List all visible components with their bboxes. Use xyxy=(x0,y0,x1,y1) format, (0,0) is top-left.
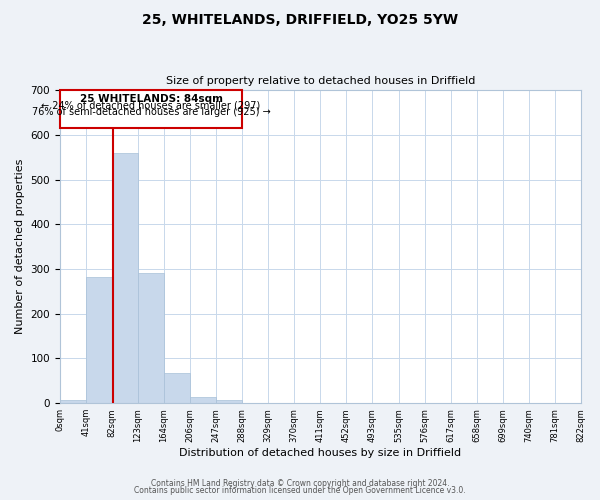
Text: 25, WHITELANDS, DRIFFIELD, YO25 5YW: 25, WHITELANDS, DRIFFIELD, YO25 5YW xyxy=(142,12,458,26)
Bar xyxy=(60,400,86,403)
Bar xyxy=(190,398,217,403)
Bar xyxy=(217,400,242,403)
X-axis label: Distribution of detached houses by size in Driffield: Distribution of detached houses by size … xyxy=(179,448,461,458)
Text: 76% of semi-detached houses are larger (925) →: 76% of semi-detached houses are larger (… xyxy=(32,107,271,117)
Text: ← 24% of detached houses are smaller (297): ← 24% of detached houses are smaller (29… xyxy=(41,100,261,110)
Bar xyxy=(164,373,190,403)
Text: 25 WHITELANDS: 84sqm: 25 WHITELANDS: 84sqm xyxy=(80,94,223,104)
FancyBboxPatch shape xyxy=(60,90,242,128)
Text: Contains public sector information licensed under the Open Government Licence v3: Contains public sector information licen… xyxy=(134,486,466,495)
Bar xyxy=(86,276,112,403)
Bar xyxy=(138,272,164,403)
Y-axis label: Number of detached properties: Number of detached properties xyxy=(15,159,25,334)
Text: Contains HM Land Registry data © Crown copyright and database right 2024.: Contains HM Land Registry data © Crown c… xyxy=(151,478,449,488)
Title: Size of property relative to detached houses in Driffield: Size of property relative to detached ho… xyxy=(166,76,475,86)
Bar xyxy=(112,152,138,403)
